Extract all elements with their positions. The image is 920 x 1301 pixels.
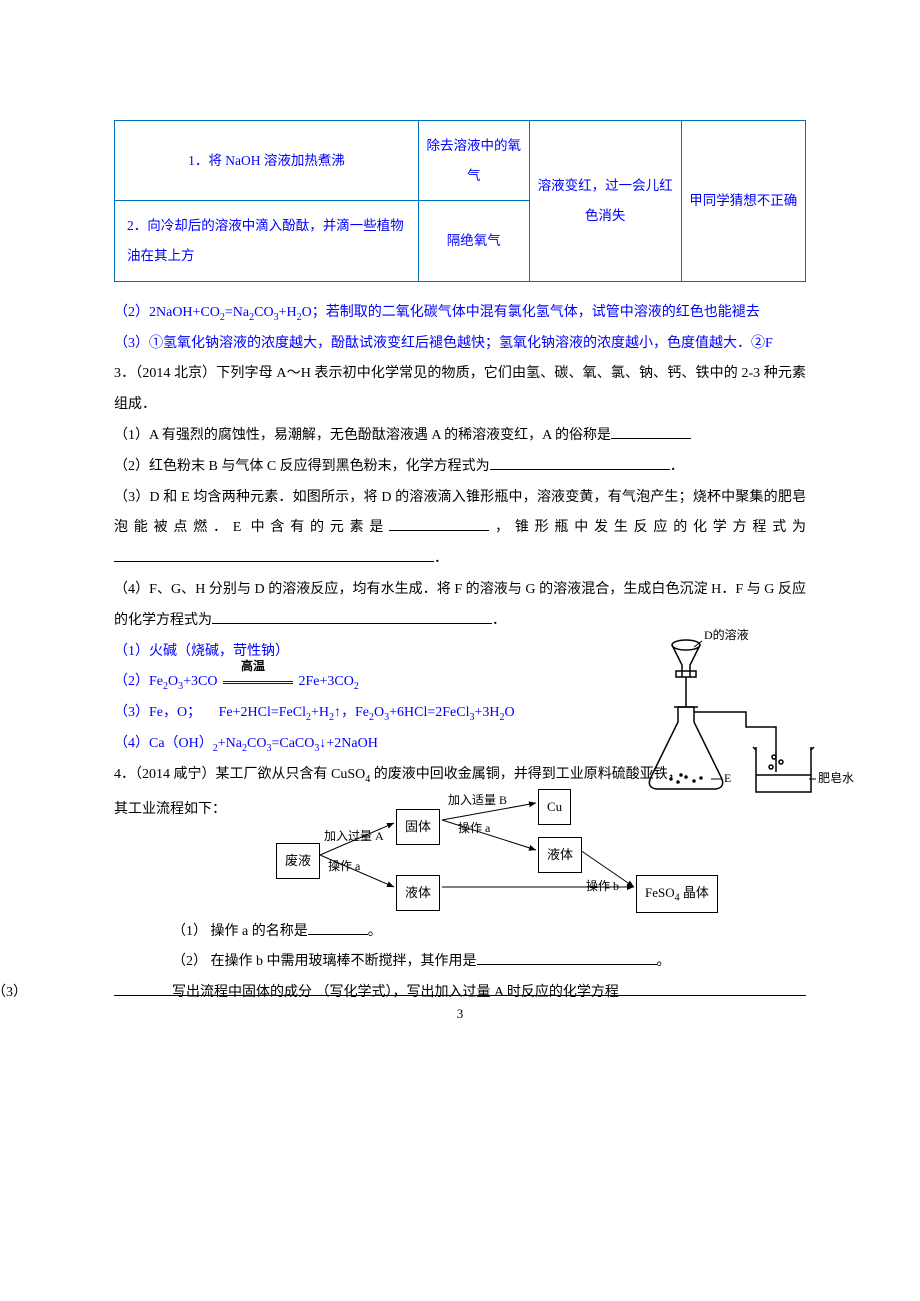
blank-line — [114, 561, 434, 562]
blank-line — [308, 934, 368, 935]
text: ，锥形瓶中发生反应的化学方程式为 — [489, 520, 806, 535]
blank-line — [490, 469, 670, 470]
text: +Na — [218, 736, 242, 751]
flow-label-opB: 操作 b — [586, 873, 619, 899]
flow-box-cu: Cu — [538, 789, 571, 826]
text: =Na — [225, 305, 249, 320]
flow-label-opA: 操作 a — [328, 853, 360, 879]
table-cell: 隔绝氧气 — [419, 201, 530, 281]
blank-line — [389, 530, 489, 531]
text: +3CO — [183, 674, 217, 689]
text: （1）A 有强烈的腐蚀性，易潮解，无色酚酞溶液遇 A 的稀溶液变红，A 的俗称是 — [114, 428, 611, 443]
text: （1） 操作 a 的名称是 — [172, 924, 308, 939]
text: O — [374, 705, 384, 720]
text: O — [504, 705, 514, 720]
table-cell: 1．将 NaOH 溶液加热煮沸 — [115, 121, 419, 201]
page-footer: 3 — [114, 995, 806, 1029]
blank-line — [611, 438, 691, 439]
flow-box-solid: 固体 — [396, 809, 440, 846]
text: 晶体 — [680, 885, 709, 900]
blank-line — [212, 623, 492, 624]
flow-label-addB: 加入适量 B — [448, 787, 507, 813]
apparatus-diagram: D的溶液 E 肥皂水 — [616, 627, 866, 807]
q4-sub2: （2） 在操作 b 中需用玻璃棒不断搅拌，其作用是。 — [114, 947, 806, 978]
flow-box-waste: 废液 — [276, 843, 320, 880]
text: 2Fe+3CO — [298, 674, 353, 689]
condition-gaowen: 高温 — [223, 667, 293, 698]
text: （3） — [0, 978, 27, 1009]
q3-stem: 3．（2014 北京）下列字母 A～H 表示初中化学常见的物质，它们由氢、碳、氧… — [114, 359, 806, 421]
blank-line — [477, 964, 657, 965]
text: ↑，Fe — [334, 705, 369, 720]
text: +H — [279, 305, 297, 320]
diagram-label-soap: 肥皂水 — [818, 771, 854, 785]
text: CO — [247, 736, 266, 751]
flow-box-liquid1: 液体 — [396, 875, 440, 912]
text: +H — [311, 705, 329, 720]
table-cell: 除去溶液中的氧气 — [419, 121, 530, 201]
flow-box-liquid2: 液体 — [538, 837, 582, 874]
q4-stem2: 其工业流程如下： — [114, 791, 226, 826]
text: +3H — [474, 705, 499, 720]
text: （2）2NaOH+CO — [114, 305, 220, 320]
answer-3-text: （3）①氢氧化钠溶液的浓度越大，酚酞试液变红后褪色越快；氢氧化钠溶液的浓度越小，… — [114, 329, 806, 360]
text: O；若制取的二氧化碳气体中混有氯化氢气体，试管中溶液的红色也能褪去 — [302, 305, 760, 320]
text: （4）Ca（OH） — [114, 736, 213, 751]
table-cell: 甲同学猜想不正确 — [681, 121, 805, 282]
diagram-label-d: D的溶液 — [704, 627, 749, 642]
table-cell: 溶液变红，过一会儿红色消失 — [529, 121, 681, 282]
flow-label-opA2: 操作 a — [458, 815, 490, 841]
table-cell: 2．向冷却后的溶液中滴入酚酞，并滴一些植物油在其上方 — [115, 201, 419, 281]
text: O — [168, 674, 178, 689]
text: CO — [254, 305, 273, 320]
text: 4．（2014 咸宁）某工厂欲从只含有 CuSO — [114, 767, 365, 782]
text: （2）红色粉末 B 与气体 C 反应得到黑色粉末，化学方程式为 — [114, 459, 490, 474]
text: FeSO — [645, 885, 675, 900]
text: +6HCl=2FeCl — [389, 705, 469, 720]
flow-box-feso4: FeSO4 晶体 — [636, 875, 718, 914]
text: （3）Fe，O； Fe+2HCl=FeCl — [114, 705, 306, 720]
text: 高温 — [241, 653, 265, 679]
q4-sub1: （1） 操作 a 的名称是。 — [114, 917, 806, 948]
flowchart: 废液 加入过量 A 操作 a 固体 液体 加入适量 B 操作 a Cu 液体 操… — [276, 795, 736, 905]
sub: 2 — [354, 681, 359, 692]
q3-sub2: （2）红色粉末 B 与气体 C 反应得到黑色粉末，化学方程式为． — [114, 452, 806, 483]
q3-sub1: （1）A 有强烈的腐蚀性，易潮解，无色酚酞溶液遇 A 的稀溶液变红，A 的俗称是 — [114, 421, 806, 452]
diagram-label-e: E — [724, 771, 731, 785]
text: （2）Fe — [114, 674, 163, 689]
answer-2-text: （2）2NaOH+CO2=Na2CO3+H2O；若制取的二氧化碳气体中混有氯化氢… — [114, 298, 806, 329]
flow-label-addA: 加入过量 A — [324, 823, 384, 849]
text: （4）F、G、H 分别与 D 的溶液反应，均有水生成．将 F 的溶液与 G 的溶… — [114, 582, 806, 628]
page-number: 3 — [114, 996, 806, 1029]
text: =CaCO — [271, 736, 314, 751]
q3-sub3: （3）D 和 E 均含两种元素．如图所示，将 D 的溶液滴入锥形瓶中，溶液变黄，… — [114, 483, 806, 575]
text: （2） 在操作 b 中需用玻璃棒不断搅拌，其作用是 — [172, 954, 477, 969]
experiment-table: 1．将 NaOH 溶液加热煮沸 除去溶液中的氧气 溶液变红，过一会儿红色消失 甲… — [114, 120, 806, 282]
text: ↓+2NaOH — [319, 736, 377, 751]
answer3-block: D的溶液 E 肥皂水 （1）火碱（烧碱，苛性钠） （2）Fe2O3+3CO 高温… — [114, 637, 806, 760]
